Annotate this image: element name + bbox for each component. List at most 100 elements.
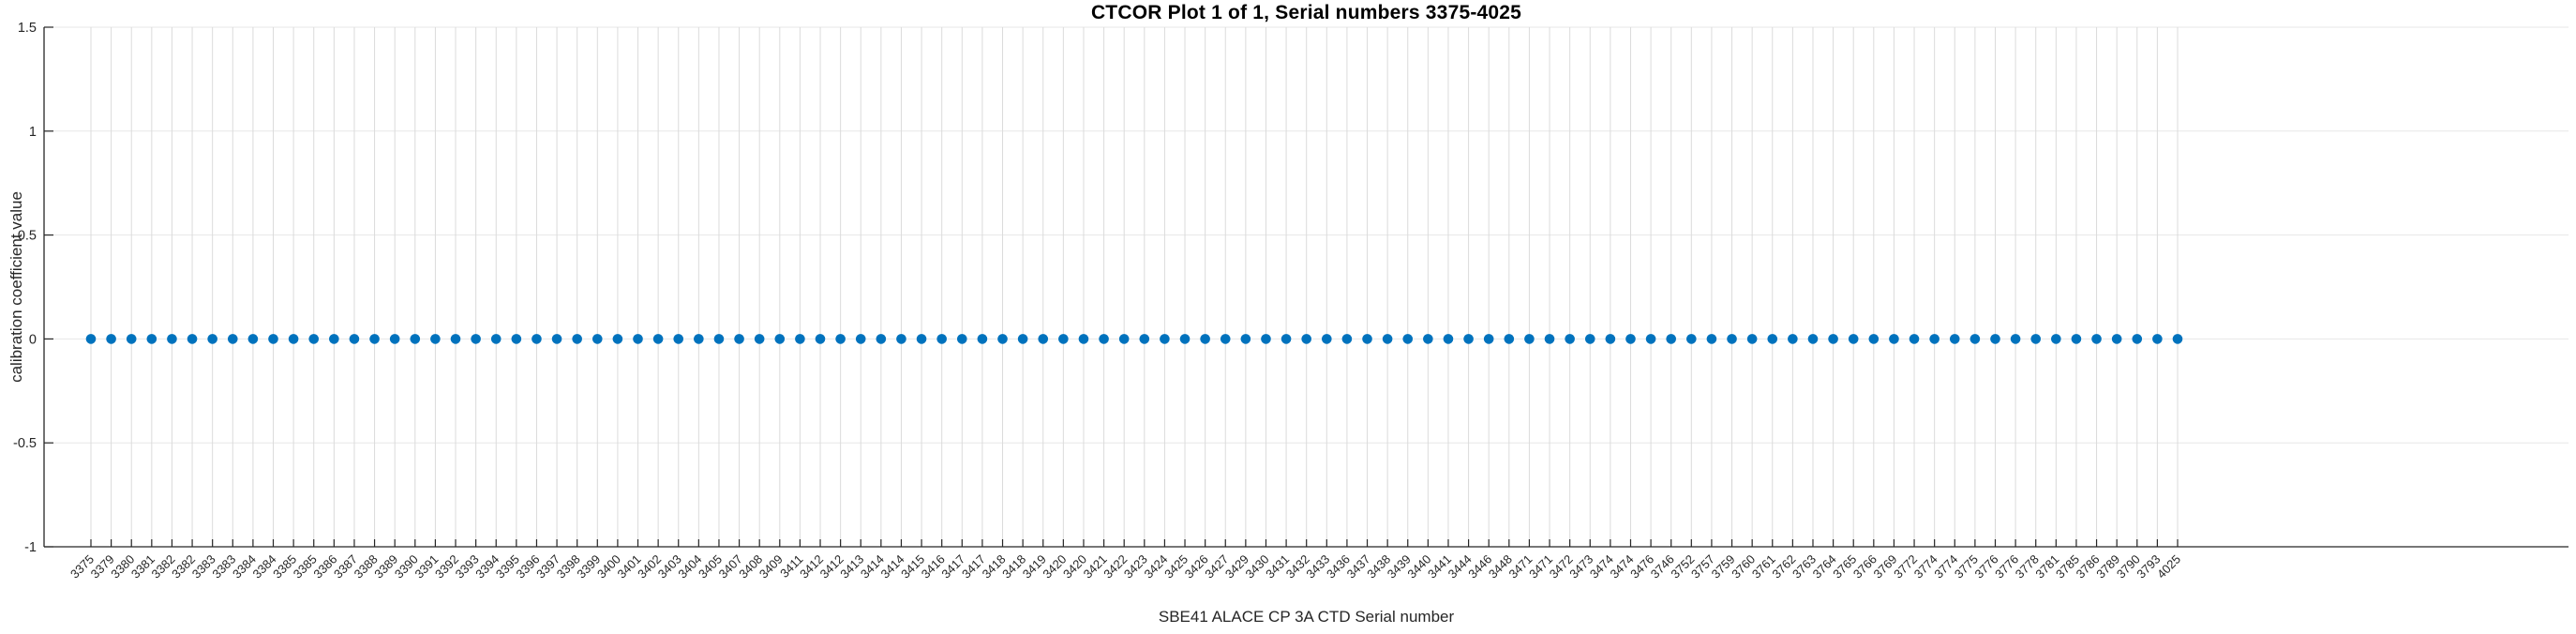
data-point — [1544, 334, 1555, 344]
data-point — [2030, 334, 2042, 344]
data-point — [835, 334, 846, 344]
data-point — [1423, 334, 1433, 344]
data-point — [1179, 334, 1191, 344]
y-tick-label: 0 — [29, 332, 37, 347]
data-point — [187, 334, 198, 344]
data-point — [349, 334, 360, 344]
data-point — [916, 334, 927, 344]
x-tick-label: 4025 — [2154, 552, 2183, 581]
data-point — [532, 334, 542, 344]
data-point — [896, 334, 906, 344]
data-point — [855, 334, 866, 344]
data-point — [1281, 334, 1292, 344]
data-point — [85, 334, 97, 344]
data-point — [1341, 334, 1353, 344]
y-tick-label: -1 — [24, 540, 37, 555]
data-point — [1402, 334, 1414, 344]
data-point — [1118, 334, 1130, 344]
data-point — [1099, 334, 1109, 344]
data-point — [1017, 334, 1028, 344]
data-point — [1929, 334, 1939, 344]
data-point — [815, 334, 826, 344]
data-point — [1848, 334, 1859, 344]
data-point — [876, 334, 887, 344]
data-point — [1767, 334, 1778, 344]
data-point — [1038, 334, 1049, 344]
data-point — [1443, 334, 1454, 344]
data-point — [1240, 334, 1251, 344]
data-point — [977, 334, 988, 344]
data-point — [1788, 334, 1798, 344]
data-point — [652, 334, 664, 344]
data-point — [1909, 334, 1920, 344]
data-point — [1078, 334, 1089, 344]
data-point — [410, 334, 421, 344]
chart-title: CTCOR Plot 1 of 1, Serial numbers 3375-4… — [1090, 2, 1522, 23]
data-point — [1322, 334, 1332, 344]
data-point — [1746, 334, 1758, 344]
data-point — [167, 334, 177, 344]
data-point — [592, 334, 603, 344]
y-tick-label: 1.5 — [18, 21, 37, 36]
data-point — [633, 334, 643, 344]
data-point — [1828, 334, 1838, 344]
data-point — [511, 334, 522, 344]
data-point — [1807, 334, 1819, 344]
data-point — [1990, 334, 2000, 344]
data-point — [490, 334, 502, 344]
data-point — [288, 334, 299, 344]
data-point — [1200, 334, 1210, 344]
data-point — [774, 334, 786, 344]
data-point — [612, 334, 623, 344]
data-point — [207, 334, 217, 344]
data-point — [1605, 334, 1616, 344]
data-point — [1160, 334, 1170, 344]
data-point — [1645, 334, 1656, 344]
data-point — [673, 334, 684, 344]
data-point — [1463, 334, 1474, 344]
data-point — [1706, 334, 1717, 344]
data-point — [1584, 334, 1595, 344]
data-point — [1139, 334, 1150, 344]
y-tick-label: -0.5 — [13, 436, 37, 451]
data-point — [247, 334, 259, 344]
data-point — [329, 334, 339, 344]
data-point — [1889, 334, 1899, 344]
data-point — [1483, 334, 1494, 344]
data-point — [471, 334, 481, 344]
data-point — [754, 334, 765, 344]
data-point — [1727, 334, 1737, 344]
y-tick-label: 0.5 — [18, 229, 37, 244]
data-point — [2152, 334, 2163, 344]
data-point — [2071, 334, 2082, 344]
y-axis-label: calibration coefficient value — [7, 191, 25, 383]
data-point — [2111, 334, 2122, 344]
data-point — [2010, 334, 2021, 344]
data-point — [1524, 334, 1535, 344]
data-point — [1301, 334, 1311, 344]
data-point — [572, 334, 582, 344]
data-point — [1625, 334, 1636, 344]
data-point — [106, 334, 116, 344]
data-point — [146, 334, 157, 344]
data-point — [936, 334, 947, 344]
data-point — [551, 334, 562, 344]
data-point — [2172, 334, 2183, 344]
data-point — [126, 334, 137, 344]
data-point — [1504, 334, 1515, 344]
data-point — [369, 334, 380, 344]
data-point — [1261, 334, 1271, 344]
y-tick-label: 1 — [29, 125, 37, 140]
data-point — [268, 334, 278, 344]
data-point — [1969, 334, 1981, 344]
data-point — [1220, 334, 1231, 344]
data-point — [694, 334, 704, 344]
data-point — [430, 334, 441, 344]
data-point — [1362, 334, 1372, 344]
data-point — [734, 334, 744, 344]
data-point — [795, 334, 805, 344]
data-point — [713, 334, 725, 344]
data-point — [2091, 334, 2102, 344]
